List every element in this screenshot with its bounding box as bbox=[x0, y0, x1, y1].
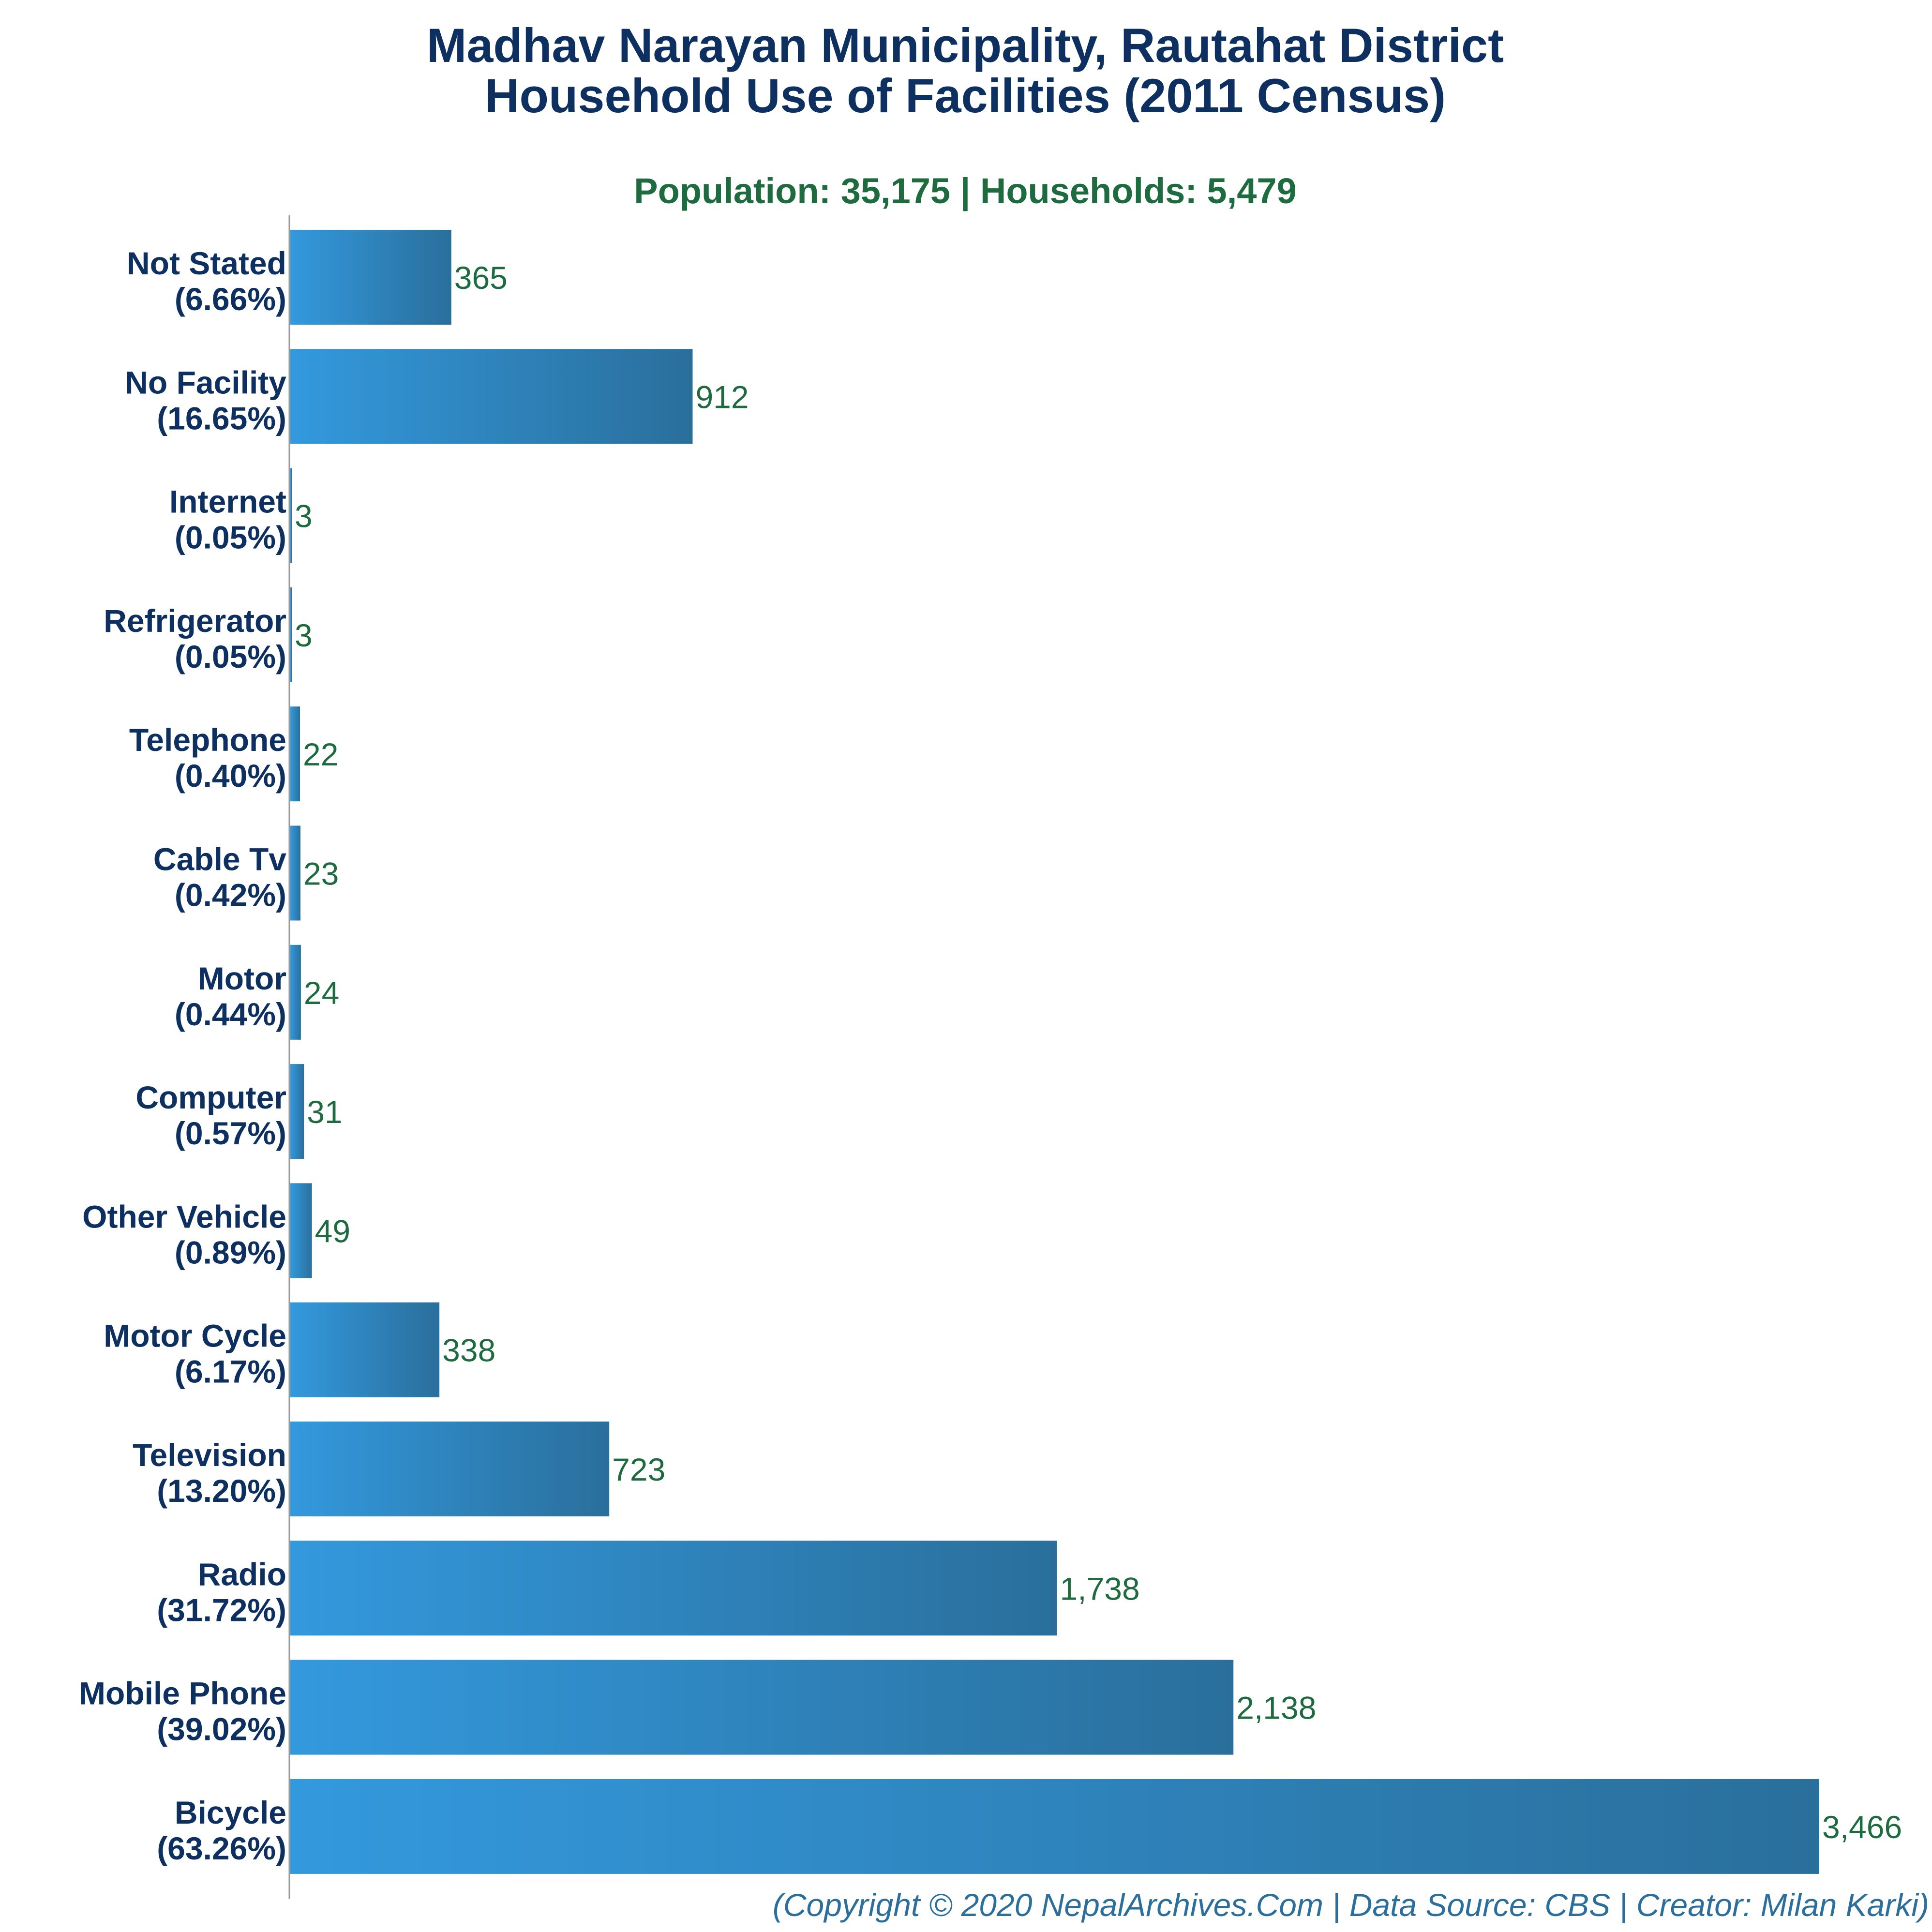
category-name: No Facility bbox=[125, 364, 286, 400]
value-label-refrigerator: 3 bbox=[295, 617, 313, 653]
bar-no-facility bbox=[290, 349, 693, 444]
category-name: Television bbox=[133, 1437, 286, 1473]
category-name: Other Vehicle bbox=[82, 1198, 286, 1234]
category-name: Not Stated bbox=[127, 245, 286, 281]
category-label-motor: Motor(0.44%) bbox=[175, 960, 286, 1032]
bar-cable-tv bbox=[290, 825, 300, 921]
value-label-bicycle: 3,466 bbox=[1822, 1809, 1902, 1845]
category-percent: (0.05%) bbox=[175, 639, 286, 674]
chart-title-line-2: Household Use of Facilities (2011 Census… bbox=[485, 69, 1446, 122]
value-label-radio: 1,738 bbox=[1060, 1571, 1140, 1606]
category-percent: (0.57%) bbox=[175, 1115, 286, 1151]
category-name: Internet bbox=[169, 484, 286, 520]
bar-motor bbox=[290, 944, 301, 1040]
category-percent: (0.89%) bbox=[175, 1234, 286, 1270]
category-name: Telephone bbox=[129, 722, 286, 758]
chart-title-line-1: Madhav Narayan Municipality, Rautahat Di… bbox=[427, 18, 1504, 72]
bars-layer bbox=[290, 230, 1819, 1874]
category-percent: (0.40%) bbox=[175, 758, 286, 794]
category-percent: (6.66%) bbox=[175, 281, 286, 317]
value-label-other-vehicle: 49 bbox=[315, 1213, 350, 1249]
category-percent: (0.42%) bbox=[175, 877, 286, 913]
value-label-motor-cycle: 338 bbox=[442, 1333, 495, 1368]
category-name: Refrigerator bbox=[104, 603, 286, 639]
category-name: Radio bbox=[198, 1556, 286, 1592]
category-name: Motor Cycle bbox=[104, 1318, 286, 1354]
bar-other-vehicle bbox=[290, 1183, 312, 1278]
value-label-computer: 31 bbox=[307, 1094, 342, 1130]
category-label-telephone: Telephone(0.40%) bbox=[129, 722, 286, 794]
category-label-other-vehicle: Other Vehicle(0.89%) bbox=[82, 1198, 286, 1270]
category-percent: (16.65%) bbox=[157, 400, 286, 436]
category-label-mobile-phone: Mobile Phone(39.02%) bbox=[79, 1676, 286, 1747]
value-label-mobile-phone: 2,138 bbox=[1236, 1690, 1316, 1726]
category-percent: (31.72%) bbox=[157, 1592, 286, 1628]
value-label-not-stated: 365 bbox=[454, 260, 508, 296]
category-label-not-stated: Not Stated(6.66%) bbox=[127, 245, 286, 317]
value-label-cable-tv: 23 bbox=[303, 856, 339, 892]
category-percent: (63.26%) bbox=[157, 1830, 286, 1866]
category-label-motor-cycle: Motor Cycle(6.17%) bbox=[104, 1318, 286, 1390]
category-percent: (39.02%) bbox=[157, 1711, 286, 1747]
bar-mobile-phone bbox=[290, 1660, 1234, 1755]
category-name: Mobile Phone bbox=[79, 1676, 286, 1711]
bar-not-stated bbox=[290, 230, 451, 325]
value-label-television: 723 bbox=[612, 1452, 665, 1487]
bar-television bbox=[290, 1422, 610, 1516]
bar-bicycle bbox=[290, 1779, 1819, 1874]
category-name: Cable Tv bbox=[153, 841, 286, 877]
category-name: Computer bbox=[135, 1079, 286, 1115]
bar-internet bbox=[290, 468, 292, 563]
footer-credit: (Copyright © 2020 NepalArchives.Com | Da… bbox=[773, 1887, 1929, 1924]
category-label-no-facility: No Facility(16.65%) bbox=[125, 364, 286, 436]
category-label-cable-tv: Cable Tv(0.42%) bbox=[153, 841, 286, 913]
category-label-bicycle: Bicycle(63.26%) bbox=[157, 1795, 286, 1866]
value-label-internet: 3 bbox=[295, 498, 313, 534]
bar-telephone bbox=[290, 706, 300, 802]
category-percent: (6.17%) bbox=[175, 1354, 286, 1390]
category-name: Bicycle bbox=[175, 1795, 286, 1830]
category-label-computer: Computer(0.57%) bbox=[135, 1079, 286, 1151]
value-label-no-facility: 912 bbox=[695, 379, 749, 415]
bar-motor-cycle bbox=[290, 1302, 440, 1397]
category-label-internet: Internet(0.05%) bbox=[169, 484, 286, 555]
category-percent: (13.20%) bbox=[157, 1473, 286, 1509]
labels-layer: 365 Not Stated(6.66%) 912 No Facility(16.65… bbox=[79, 245, 1902, 1866]
category-label-refrigerator: Refrigerator(0.05%) bbox=[104, 603, 286, 674]
value-label-motor: 24 bbox=[304, 975, 339, 1011]
bar-radio bbox=[290, 1541, 1057, 1636]
bar-refrigerator bbox=[290, 587, 292, 682]
category-percent: (0.44%) bbox=[175, 996, 286, 1032]
bar-computer bbox=[290, 1064, 304, 1159]
category-label-radio: Radio(31.72%) bbox=[157, 1556, 286, 1628]
category-percent: (0.05%) bbox=[175, 520, 286, 555]
value-label-telephone: 22 bbox=[303, 736, 338, 772]
chart-subtitle: Population: 35,175 | Households: 5,479 bbox=[634, 171, 1297, 211]
category-label-television: Television(13.20%) bbox=[133, 1437, 286, 1509]
category-name: Motor bbox=[198, 960, 286, 996]
